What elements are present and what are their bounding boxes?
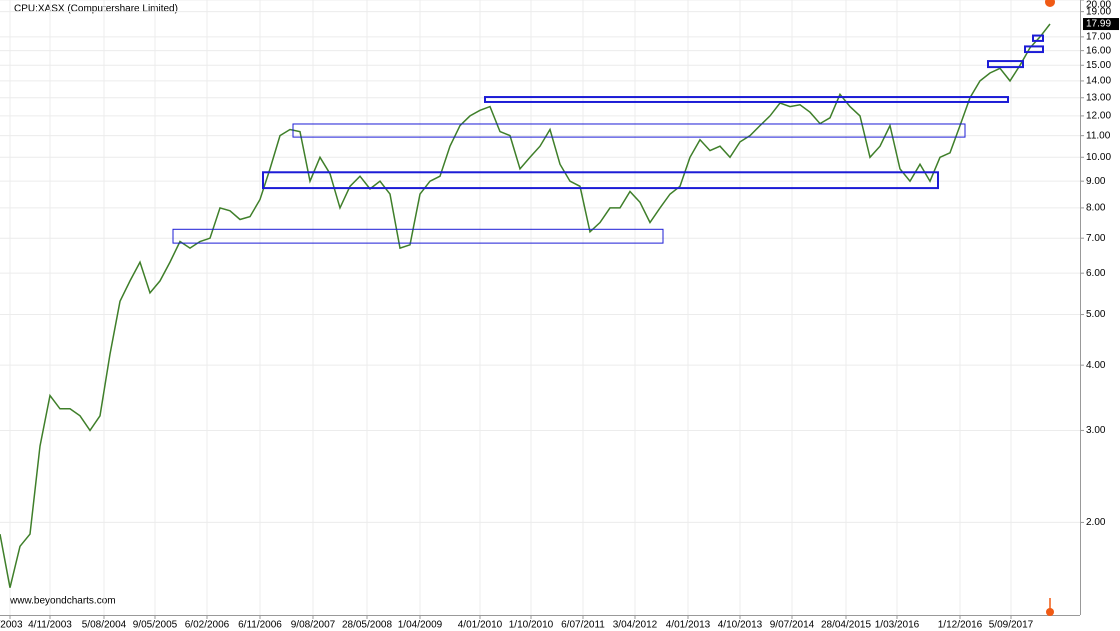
x-tick-label: 1/04/2009 <box>398 620 443 631</box>
bottom-marker <box>1046 608 1054 616</box>
y-tick-label: 7.00 <box>1086 233 1106 244</box>
zone <box>262 171 939 190</box>
y-tick-label: 3.00 <box>1086 425 1106 436</box>
top-marker <box>1045 0 1055 7</box>
x-tick-label: 1/12/2016 <box>938 620 983 631</box>
watermark: www.beyondcharts.com <box>9 596 116 607</box>
chart-title: CPU:XASX (Computershare Limited) <box>14 4 178 15</box>
x-tick-label: 4/01/2013 <box>666 620 711 631</box>
y-tick-label: 9.00 <box>1086 176 1106 187</box>
y-tick-label: 10.00 <box>1086 152 1111 163</box>
zone <box>172 228 664 244</box>
y-tick-label: 17.00 <box>1086 32 1111 43</box>
zone <box>987 60 1024 69</box>
zone <box>484 96 1009 103</box>
x-tick-label: 6/02/2006 <box>185 620 230 631</box>
x-tick-label: 1/03/2016 <box>875 620 920 631</box>
last-price-label: 17.99 <box>1086 19 1111 30</box>
x-tick-label: 4/10/2013 <box>718 620 763 631</box>
y-tick-label: 19.00 <box>1086 6 1111 17</box>
x-tick-label: 9/08/2007 <box>291 620 336 631</box>
last-price-box <box>1083 18 1119 31</box>
x-tick-label: 5/08/2004 <box>82 620 127 631</box>
x-tick-label: 9/07/2014 <box>770 620 815 631</box>
y-tick-label: 20.00 <box>1086 0 1111 11</box>
y-tick-label: 15.00 <box>1086 60 1111 71</box>
x-tick-label: 3/04/2012 <box>613 620 658 631</box>
y-tick-label: 2.00 <box>1086 517 1106 528</box>
x-tick-label: 9/05/2005 <box>133 620 178 631</box>
y-tick-label: 8.00 <box>1086 203 1106 214</box>
y-tick-label: 11.00 <box>1086 130 1111 141</box>
zone <box>292 123 966 138</box>
x-tick-label: 4/01/2010 <box>458 620 503 631</box>
y-tick-label: 16.00 <box>1086 45 1111 56</box>
x-tick-label: /2003 <box>0 620 23 631</box>
x-tick-label: 4/11/2003 <box>28 620 72 631</box>
y-tick-label: 5.00 <box>1086 309 1106 320</box>
x-tick-label: 6/11/2006 <box>238 620 282 631</box>
y-tick-label: 13.00 <box>1086 92 1111 103</box>
x-tick-label: 5/09/2017 <box>989 620 1034 631</box>
x-tick-label: 1/10/2010 <box>509 620 554 631</box>
y-tick-label: 6.00 <box>1086 268 1106 279</box>
y-tick-label: 14.00 <box>1086 76 1111 87</box>
x-tick-label: 28/04/2015 <box>821 620 871 631</box>
zone <box>1024 45 1044 54</box>
y-tick-label: 12.00 <box>1086 111 1111 122</box>
price-line <box>0 23 1051 588</box>
x-tick-label: 28/05/2008 <box>342 620 392 631</box>
x-tick-label: 6/07/2011 <box>561 620 605 631</box>
y-tick-label: 4.00 <box>1086 360 1106 371</box>
zone <box>1032 34 1044 42</box>
